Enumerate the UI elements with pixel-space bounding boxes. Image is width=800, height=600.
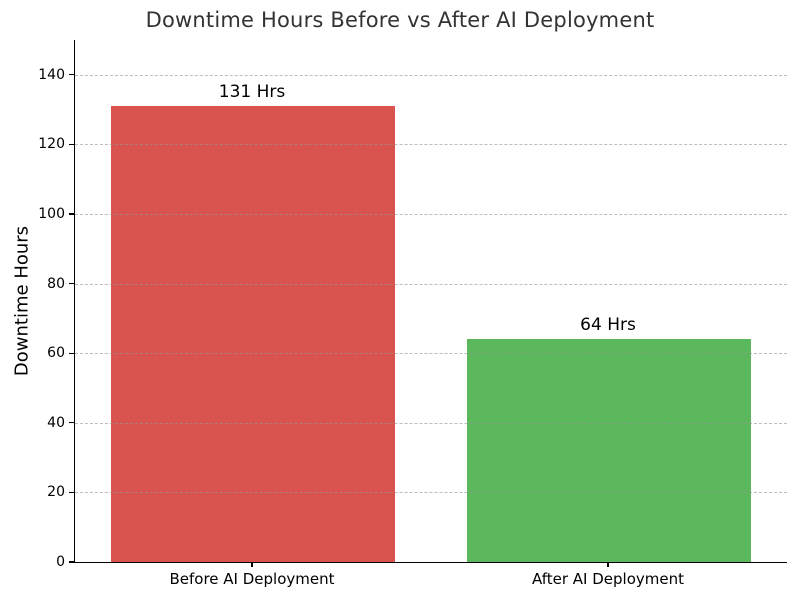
x-tick-label-before-ai-deployment: Before AI Deployment bbox=[169, 570, 335, 588]
y-tick-label: 20 bbox=[47, 484, 65, 501]
y-tick-label: 60 bbox=[47, 345, 65, 362]
y-tick-label: 80 bbox=[47, 275, 65, 292]
x-tick-mark bbox=[251, 563, 253, 567]
bar-value-label-after-ai-deployment: 64 Hrs bbox=[580, 315, 636, 336]
y-tick-mark bbox=[69, 213, 74, 215]
y-tick-label: 0 bbox=[56, 554, 65, 570]
bar-before-ai-deployment bbox=[110, 106, 396, 562]
gridline-y-80 bbox=[75, 283, 787, 285]
gridline-y-120 bbox=[75, 144, 787, 146]
plot-area bbox=[74, 40, 787, 563]
bar-after-ai-deployment bbox=[466, 339, 752, 562]
y-tick-mark bbox=[69, 561, 74, 563]
y-tick-mark bbox=[69, 143, 74, 145]
gridline-y-40 bbox=[75, 422, 787, 424]
y-tick-mark bbox=[69, 74, 74, 76]
gridline-y-60 bbox=[75, 353, 787, 355]
gridline-y-100 bbox=[75, 214, 787, 215]
y-tick-mark bbox=[69, 283, 74, 285]
y-tick-label: 120 bbox=[38, 136, 65, 153]
x-tick-label-after-ai-deployment: After AI Deployment bbox=[532, 570, 684, 588]
y-tick-mark bbox=[69, 352, 74, 354]
y-tick-mark bbox=[69, 422, 74, 424]
y-tick-mark bbox=[69, 491, 74, 493]
gridline-y-20 bbox=[75, 492, 787, 494]
bar-value-label-before-ai-deployment: 131 Hrs bbox=[218, 82, 286, 103]
y-tick-label: 140 bbox=[38, 66, 65, 83]
x-tick-mark bbox=[607, 563, 609, 567]
chart-title: Downtime Hours Before vs After AI Deploy… bbox=[145, 8, 655, 32]
gridline-y-140 bbox=[75, 74, 787, 76]
y-tick-label: 100 bbox=[38, 206, 65, 222]
y-tick-label: 40 bbox=[47, 414, 65, 431]
